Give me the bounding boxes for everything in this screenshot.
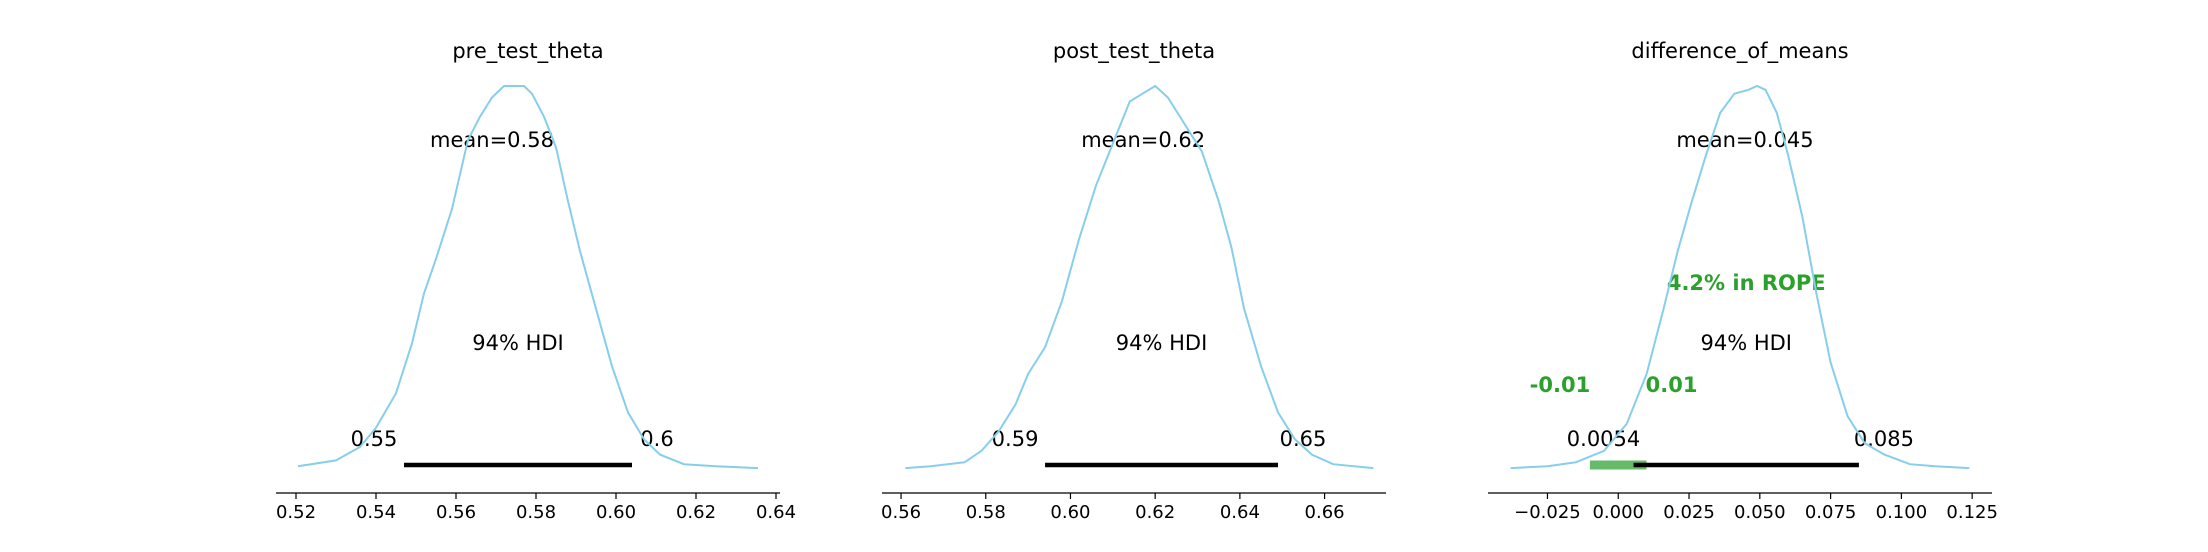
x-tick-label: 0.64 <box>756 502 796 523</box>
density-curve <box>1510 84 1970 470</box>
hdi-label: 94% HDI <box>1116 331 1208 355</box>
x-tick-label: 0.075 <box>1805 502 1857 523</box>
density-curve <box>905 84 1374 470</box>
panel-pre-test-theta: pre_test_theta mean=0.58 94% HDI 0.55 0.… <box>276 39 796 523</box>
hdi-high-label: 0.085 <box>1854 427 1914 451</box>
x-tick-label: 0.56 <box>881 502 921 523</box>
x-tick-label: 0.000 <box>1592 502 1644 523</box>
x-tick-label: 0.66 <box>1305 502 1345 523</box>
x-tick-label: 0.62 <box>676 502 716 523</box>
x-tick-label: 0.58 <box>966 502 1006 523</box>
hdi-label: 94% HDI <box>1700 331 1792 355</box>
rope-high-label: 0.01 <box>1646 373 1698 397</box>
x-tick-label: 0.52 <box>276 502 316 523</box>
x-tick-label: 0.050 <box>1734 502 1786 523</box>
x-tick-label: 0.56 <box>436 502 476 523</box>
hdi-low-label: 0.0054 <box>1567 427 1640 451</box>
x-tick-label: 0.54 <box>356 502 396 523</box>
panel-post-test-theta: post_test_theta mean=0.62 94% HDI 0.59 0… <box>881 39 1386 523</box>
x-tick-label: 0.62 <box>1135 502 1175 523</box>
hdi-high-label: 0.6 <box>640 427 673 451</box>
panel-title: post_test_theta <box>1053 39 1215 64</box>
x-tick-label: 0.60 <box>596 502 636 523</box>
rope-label: 4.2% in ROPE <box>1667 271 1826 295</box>
panel-title: pre_test_theta <box>452 39 603 64</box>
x-tick-label: 0.125 <box>1946 502 1998 523</box>
x-tick-label: 0.025 <box>1663 502 1715 523</box>
mean-label: mean=0.62 <box>1081 128 1205 152</box>
panel-title: difference_of_means <box>1631 39 1848 64</box>
density-curve <box>297 85 759 470</box>
mean-label: mean=0.58 <box>430 128 554 152</box>
x-tick-label: 0.64 <box>1220 502 1260 523</box>
x-tick-label: 0.58 <box>516 502 556 523</box>
x-tick-label: 0.100 <box>1876 502 1928 523</box>
mean-label: mean=0.045 <box>1676 128 1813 152</box>
x-tick-label: 0.60 <box>1050 502 1090 523</box>
rope-low-label: -0.01 <box>1530 373 1591 397</box>
panel-difference-of-means: difference_of_means mean=0.045 94% HDI 0… <box>1488 39 1998 523</box>
hdi-label: 94% HDI <box>472 331 564 355</box>
x-tick-label: −0.025 <box>1514 502 1581 523</box>
